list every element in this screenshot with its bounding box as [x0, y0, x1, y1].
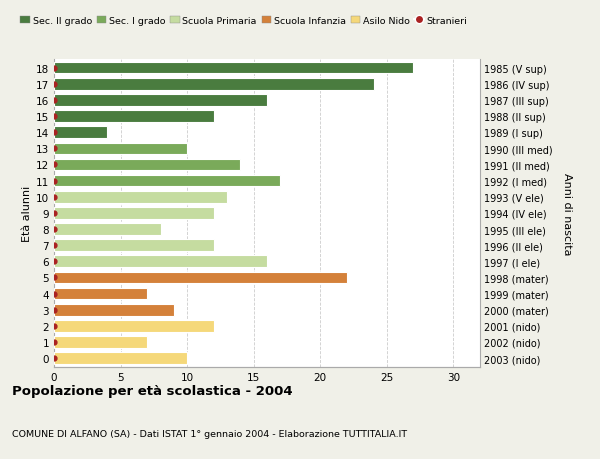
Bar	[54, 304, 174, 316]
Bar	[54, 63, 413, 74]
Bar	[54, 256, 267, 268]
Y-axis label: Età alunni: Età alunni	[22, 185, 32, 241]
Text: Popolazione per età scolastica - 2004: Popolazione per età scolastica - 2004	[12, 384, 293, 397]
Legend: Sec. II grado, Sec. I grado, Scuola Primaria, Scuola Infanzia, Asilo Nido, Stran: Sec. II grado, Sec. I grado, Scuola Prim…	[20, 17, 467, 26]
Bar	[54, 111, 214, 123]
Bar	[54, 191, 227, 203]
Bar	[54, 353, 187, 364]
Bar	[54, 240, 214, 252]
Bar	[54, 159, 241, 171]
Bar	[54, 288, 147, 300]
Bar	[54, 95, 267, 106]
Bar	[54, 79, 373, 90]
Bar	[54, 143, 187, 155]
Bar	[54, 127, 107, 139]
Bar	[54, 175, 280, 187]
Bar	[54, 224, 161, 235]
Y-axis label: Anni di nascita: Anni di nascita	[562, 172, 572, 255]
Bar	[54, 272, 347, 284]
Bar	[54, 207, 214, 219]
Text: COMUNE DI ALFANO (SA) - Dati ISTAT 1° gennaio 2004 - Elaborazione TUTTITALIA.IT: COMUNE DI ALFANO (SA) - Dati ISTAT 1° ge…	[12, 429, 407, 438]
Bar	[54, 336, 147, 348]
Bar	[54, 320, 214, 332]
